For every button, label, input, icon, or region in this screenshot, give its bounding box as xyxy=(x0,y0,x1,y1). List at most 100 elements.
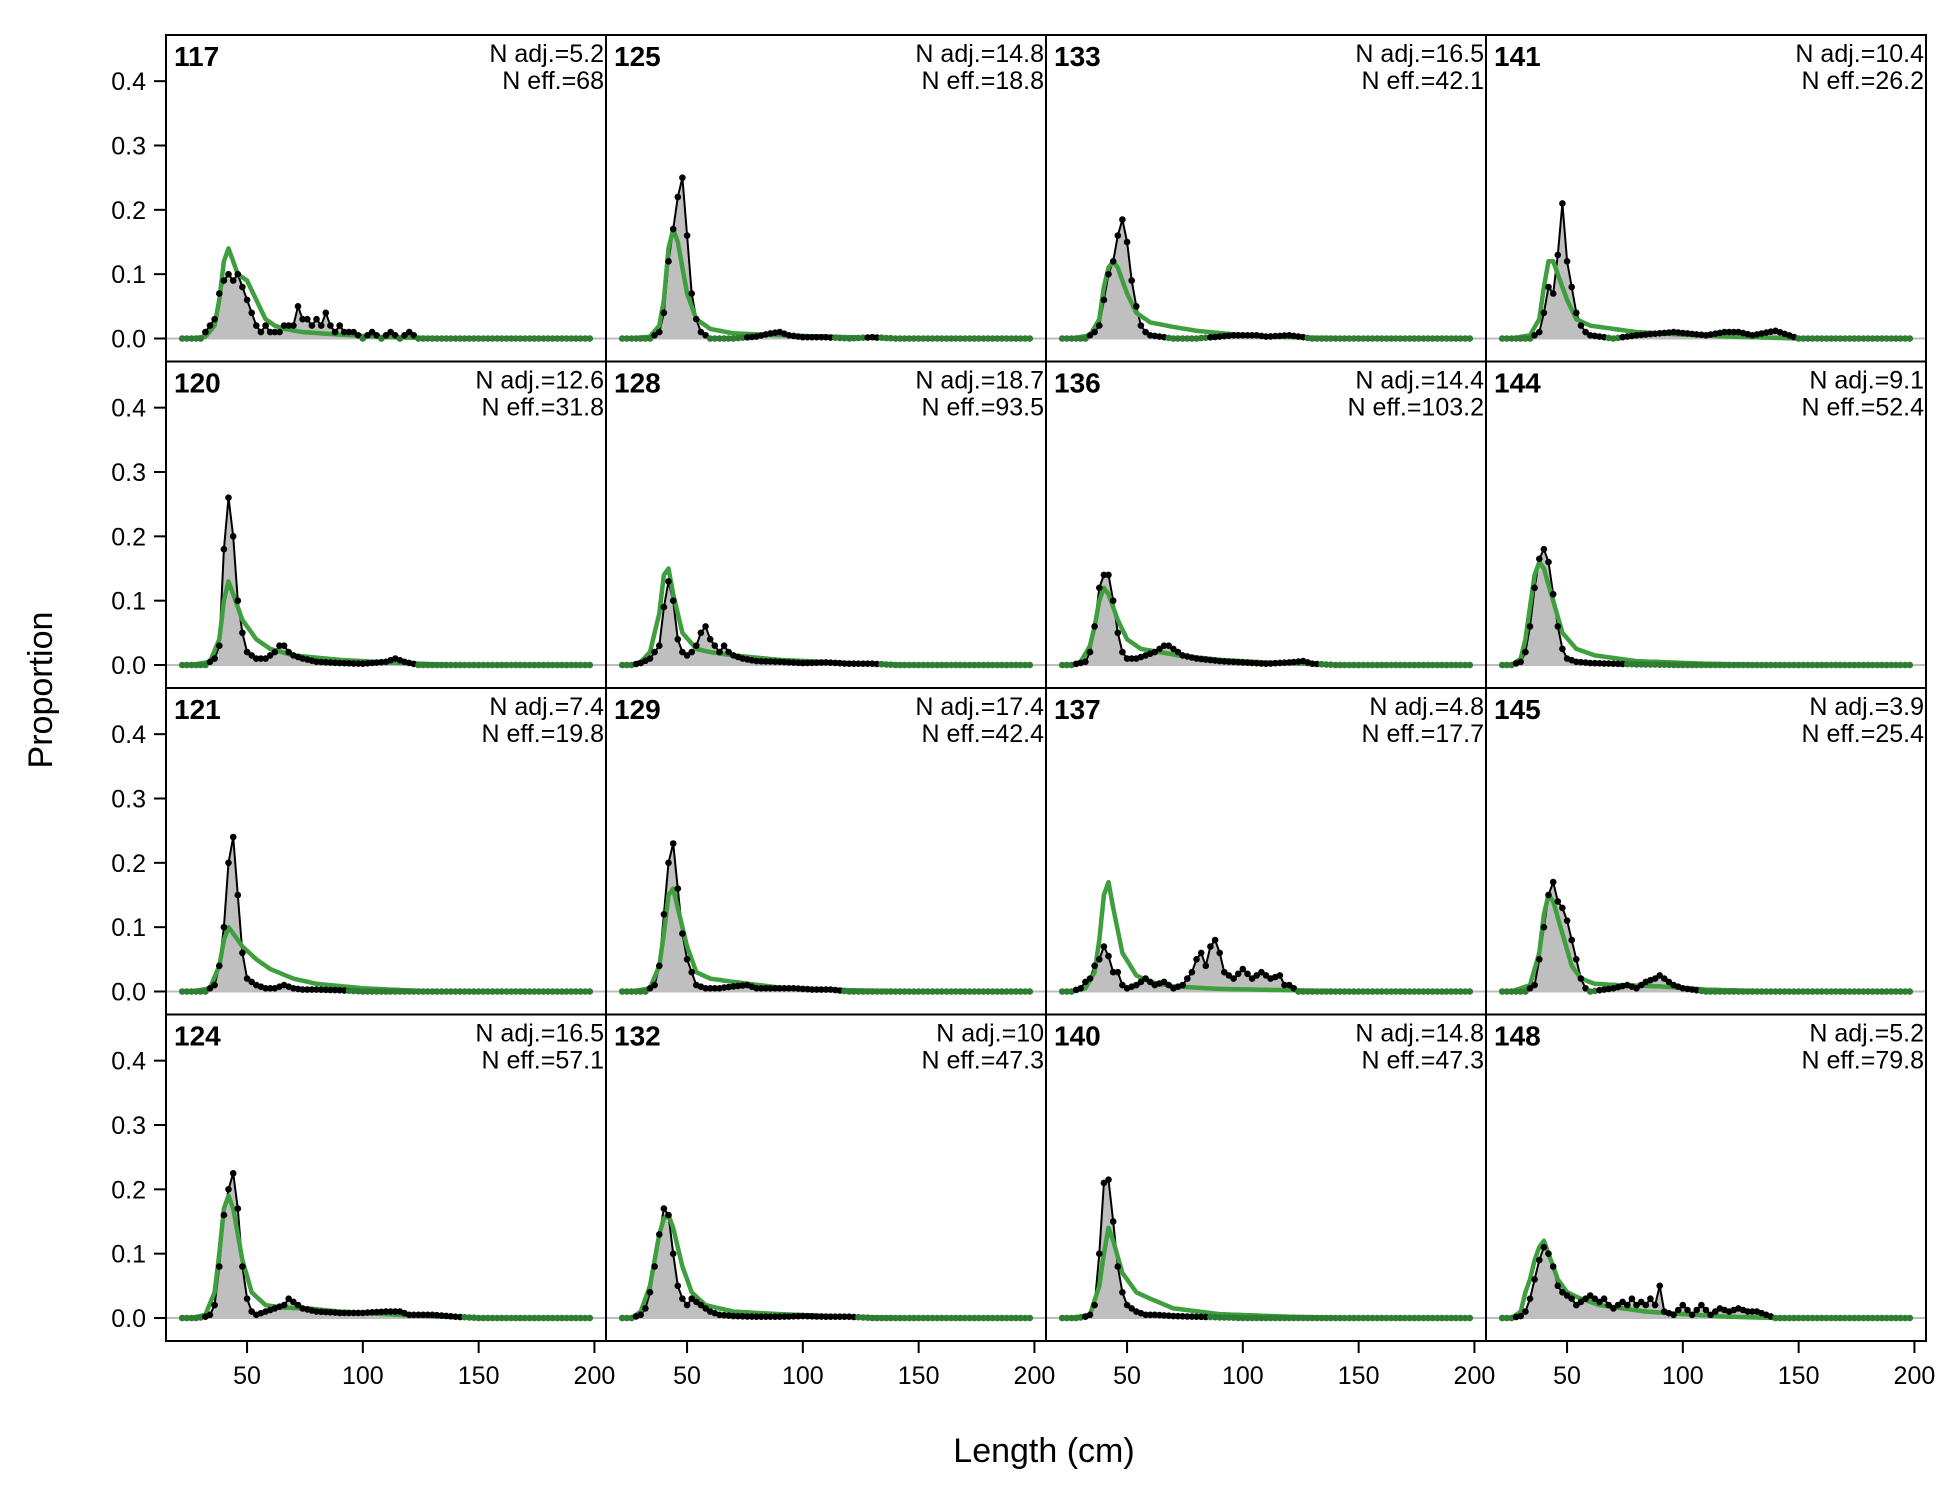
panel-141: 141 N adj.=10.4N eff.=26.2 xyxy=(1485,34,1927,363)
data-point xyxy=(1786,661,1793,669)
data-point xyxy=(679,1295,686,1302)
data-point xyxy=(1438,335,1446,342)
data-point xyxy=(1823,661,1830,669)
data-point xyxy=(280,322,288,329)
data-point xyxy=(1207,1313,1214,1321)
data-point xyxy=(1406,1314,1413,1322)
data-point xyxy=(1355,661,1362,669)
data-point xyxy=(961,1314,969,1322)
data-point xyxy=(1846,335,1853,342)
data-point xyxy=(1179,981,1186,989)
data-point xyxy=(989,988,996,995)
data-point xyxy=(544,661,552,669)
data-point xyxy=(341,659,348,667)
data-point xyxy=(1119,981,1126,989)
data-point xyxy=(938,335,946,342)
data-point xyxy=(1443,988,1450,995)
data-point xyxy=(1401,988,1409,995)
data-point xyxy=(1448,335,1455,342)
data-point xyxy=(392,988,399,995)
data-point xyxy=(503,988,510,995)
data-point xyxy=(415,1311,422,1319)
data-point xyxy=(1262,972,1270,979)
data-point xyxy=(216,642,223,649)
data-point xyxy=(216,962,223,970)
data-point xyxy=(1522,648,1529,656)
data-point xyxy=(776,1313,783,1320)
data-point xyxy=(1721,328,1728,336)
data-point xyxy=(1017,661,1024,669)
data-point xyxy=(1332,1314,1339,1322)
data-point xyxy=(1313,1314,1321,1322)
data-point xyxy=(1841,1314,1849,1322)
data-point xyxy=(1244,1314,1251,1322)
data-point xyxy=(1818,661,1826,669)
data-point xyxy=(651,332,658,339)
data-point xyxy=(1397,335,1404,342)
data-point xyxy=(679,174,686,181)
data-point xyxy=(1781,661,1788,669)
data-point xyxy=(1063,988,1071,995)
data-point xyxy=(1850,988,1858,995)
data-point xyxy=(1512,335,1520,342)
x-tick-label: 200 xyxy=(1894,1362,1936,1390)
data-point xyxy=(632,335,640,342)
data-point xyxy=(1545,1250,1552,1257)
data-point xyxy=(517,661,524,669)
data-point xyxy=(1767,661,1775,669)
data-point xyxy=(1373,1314,1381,1322)
n-eff-label: N eff.=93.5 xyxy=(921,394,1044,422)
data-point xyxy=(271,328,279,336)
data-point xyxy=(433,661,441,669)
data-point xyxy=(442,661,450,669)
data-point xyxy=(1800,1314,1807,1322)
data-point xyxy=(901,1314,908,1322)
data-point xyxy=(1869,661,1876,669)
data-point xyxy=(1526,335,1534,342)
data-point xyxy=(549,1314,556,1322)
data-point xyxy=(1008,661,1015,669)
data-point xyxy=(864,988,871,995)
data-point xyxy=(1346,661,1353,669)
data-point xyxy=(1656,661,1663,668)
data-point xyxy=(1017,1314,1024,1322)
data-point xyxy=(804,333,811,341)
data-point xyxy=(563,661,570,669)
data-point xyxy=(229,533,237,540)
data-point xyxy=(924,1314,932,1322)
n-adj-label: N adj.=16.5 xyxy=(475,1020,604,1048)
data-point xyxy=(461,1313,469,1321)
data-point xyxy=(1313,335,1321,342)
data-point xyxy=(1105,571,1112,579)
data-point xyxy=(873,334,881,341)
data-point xyxy=(1716,661,1724,669)
data-point xyxy=(1823,988,1830,995)
data-point xyxy=(1906,1314,1914,1322)
data-point xyxy=(1248,975,1256,982)
data-point xyxy=(952,335,959,342)
data-point xyxy=(1012,988,1020,995)
data-point xyxy=(1114,629,1122,637)
data-point xyxy=(906,988,913,995)
data-point xyxy=(1341,988,1348,995)
data-point xyxy=(1406,988,1413,995)
data-point xyxy=(1897,661,1904,669)
data-point xyxy=(623,661,631,669)
data-point xyxy=(1119,648,1126,656)
data-point xyxy=(1897,1314,1904,1322)
observed-line xyxy=(182,497,590,666)
data-point xyxy=(1364,335,1372,342)
data-point xyxy=(1568,1295,1575,1302)
data-point xyxy=(1100,296,1108,304)
x-tick-label: 100 xyxy=(1222,1362,1264,1390)
data-point xyxy=(1026,661,1034,669)
n-eff-label: N eff.=42.4 xyxy=(921,720,1044,748)
data-point xyxy=(493,335,501,342)
data-point xyxy=(188,335,195,342)
data-point xyxy=(197,335,204,342)
data-point xyxy=(651,648,658,656)
data-point xyxy=(887,334,895,342)
data-point xyxy=(1753,661,1761,669)
data-point xyxy=(257,655,265,662)
data-point xyxy=(493,988,501,995)
